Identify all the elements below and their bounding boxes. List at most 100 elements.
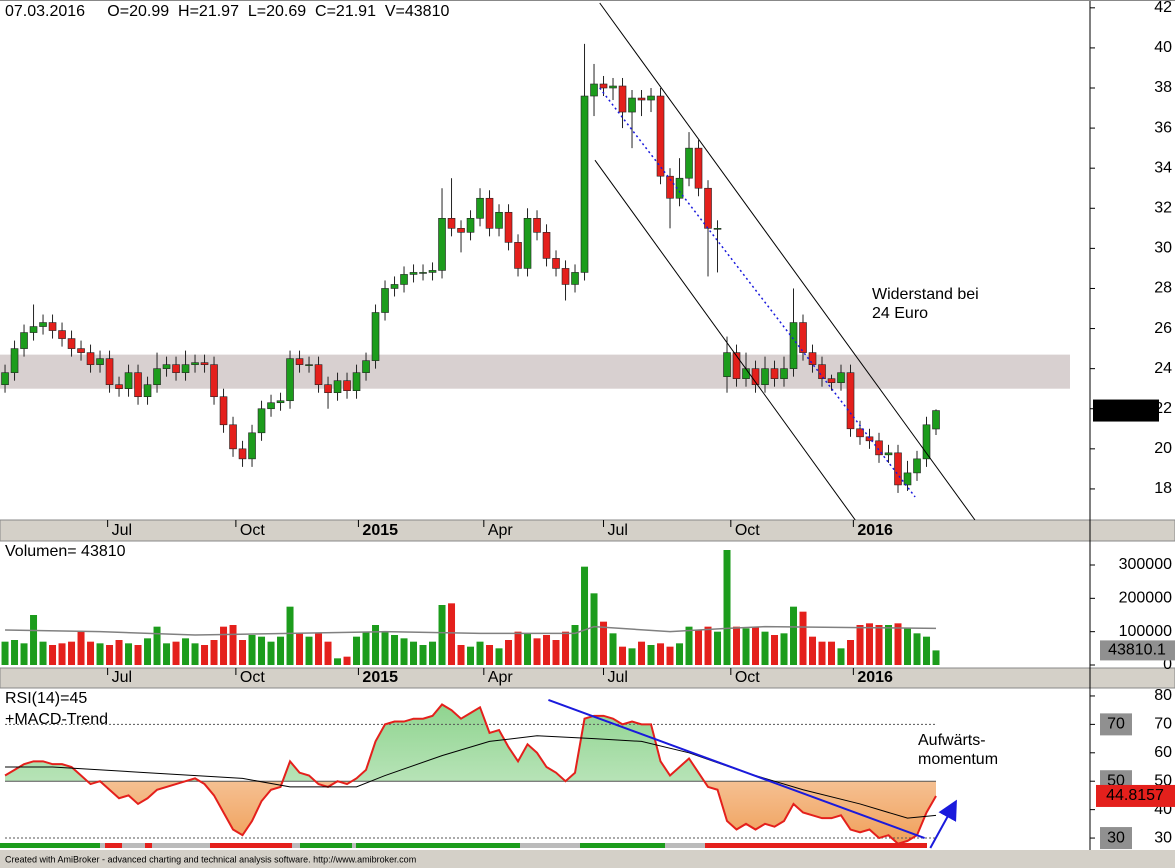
candle-body (352, 372, 361, 392)
candle-body (799, 322, 807, 353)
candle-body (780, 368, 788, 379)
candle-body (105, 358, 114, 385)
x-axis-bar (0, 667, 1175, 689)
volume-panel (1, 550, 940, 665)
volume-bar (343, 656, 351, 665)
candle-body (637, 97, 646, 101)
annotation: 24 Euro (872, 305, 928, 322)
candle-body (286, 358, 294, 402)
volume-bar (429, 641, 437, 665)
x-tick-label: 2016 (857, 522, 893, 539)
volume-bar (172, 641, 180, 665)
volume-bar (362, 631, 370, 665)
candle-body (86, 352, 95, 365)
volume-bar (666, 646, 674, 665)
candle-body (248, 432, 256, 460)
candle-body (713, 228, 722, 230)
candle-body (732, 352, 741, 379)
volume-bar (638, 641, 646, 665)
volume-bar (524, 633, 532, 665)
volume-bar (847, 640, 855, 665)
candle-body (58, 330, 66, 339)
candle-body (808, 352, 817, 365)
y-tick-label: 26 (1154, 320, 1172, 337)
volume-bar (828, 641, 836, 665)
candle-body (466, 218, 475, 233)
candle-body (856, 428, 864, 438)
volume-average (5, 625, 937, 636)
volume-bar (220, 626, 228, 665)
trendline (548, 698, 925, 839)
volume-bar (913, 633, 921, 665)
candle-body (913, 458, 921, 474)
candle-body (647, 95, 655, 101)
rsi-line (4, 703, 937, 845)
last-volume-label: 43810.1 (1108, 642, 1166, 659)
price-panel (0, 2, 1070, 520)
volume-bar (381, 631, 389, 665)
candle-body (552, 258, 560, 269)
candle-body (124, 372, 133, 389)
candle-body (789, 322, 798, 369)
candle-body (162, 364, 171, 369)
candle-body (10, 348, 19, 373)
candle-body (656, 95, 665, 177)
candle-body (200, 362, 209, 365)
panel-subtitle: +MACD-Trend (5, 711, 108, 728)
candle-body (115, 384, 123, 389)
y-tick-label: 200000 (1119, 590, 1172, 607)
level-label: 30 (1107, 829, 1125, 846)
volume-bar (923, 636, 931, 665)
candle-body (172, 364, 180, 373)
volume-bar (571, 625, 579, 665)
volume-bar (761, 631, 769, 665)
candle-body (67, 338, 76, 349)
volume-bar (410, 641, 418, 665)
volume-bar (600, 621, 608, 665)
volume-bar (752, 626, 760, 665)
y-tick-label: 24 (1154, 360, 1172, 377)
x-tick-label: 2015 (362, 669, 398, 686)
last-rsi-label: 44.8157 (1106, 787, 1164, 804)
volume-bar (486, 645, 494, 665)
x-tick-label: Oct (735, 669, 760, 686)
volume-bar (68, 641, 76, 665)
candle-body (343, 380, 351, 392)
trendline (594, 159, 856, 520)
candle-body (761, 368, 769, 385)
y-tick-label: 100000 (1119, 623, 1172, 640)
volume-bar (875, 625, 883, 665)
last-volume-box (1100, 640, 1175, 661)
x-tick-label: Apr (488, 522, 514, 539)
y-tick-label: 42 (1154, 0, 1172, 16)
volume-bar (723, 550, 731, 665)
volume-bar (457, 645, 465, 665)
volume-bar (467, 646, 475, 665)
x-tick-label: Jul (608, 522, 628, 539)
volume-bar (229, 625, 237, 665)
volume-bar (153, 626, 161, 665)
volume-bar (837, 648, 845, 665)
candle-body (305, 364, 313, 366)
candle-body (533, 218, 541, 233)
candle-body (333, 380, 342, 394)
candle-body (618, 85, 627, 113)
x-tick-label: Oct (240, 522, 265, 539)
trendline (599, 87, 916, 498)
candle-body (742, 368, 750, 379)
candle-body (457, 228, 465, 233)
candle-body (894, 452, 902, 486)
trendline (929, 799, 957, 849)
volume-bar (818, 641, 826, 665)
x-tick-label: Oct (240, 669, 265, 686)
volume-bar (676, 643, 684, 665)
volume-bar (419, 645, 427, 665)
x-tick-label: 2015 (362, 522, 398, 539)
candle-body (96, 358, 104, 365)
volume-bar (581, 566, 589, 665)
volume-bar (163, 643, 171, 665)
candle-body (675, 177, 684, 199)
volume-bar (695, 630, 703, 665)
volume-bar (106, 645, 114, 665)
volume-bar (885, 625, 893, 665)
